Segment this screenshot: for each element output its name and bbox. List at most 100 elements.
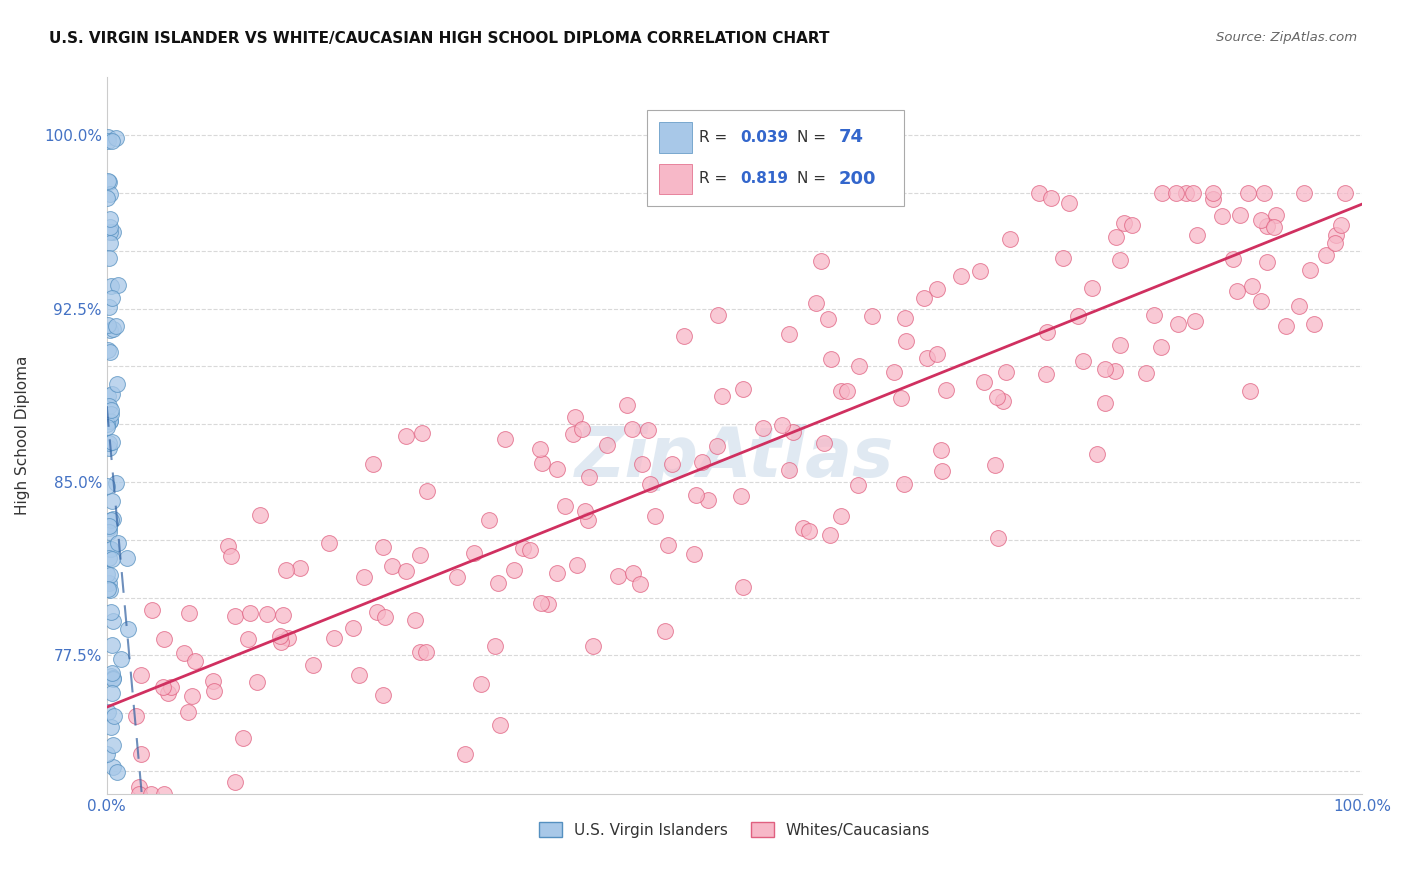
Point xyxy=(98,541,121,556)
Point xyxy=(101,322,124,336)
Point xyxy=(101,760,124,774)
Point xyxy=(640,477,662,491)
Point xyxy=(103,708,125,723)
Point xyxy=(711,389,734,403)
Point xyxy=(1226,284,1249,298)
Point xyxy=(128,780,150,794)
Point xyxy=(1324,235,1347,250)
Point xyxy=(232,731,254,745)
Point xyxy=(912,292,935,306)
Point xyxy=(98,219,121,234)
Point xyxy=(129,747,152,761)
Point xyxy=(1324,228,1347,243)
Point xyxy=(322,632,344,646)
Point xyxy=(893,477,915,491)
Point xyxy=(1299,263,1322,277)
Point xyxy=(100,541,122,556)
Point xyxy=(917,351,939,365)
Point xyxy=(96,417,118,432)
Point xyxy=(1028,186,1050,200)
Point xyxy=(1143,308,1166,322)
Point xyxy=(1202,192,1225,206)
Point xyxy=(105,475,128,490)
Point xyxy=(1135,367,1157,381)
Point xyxy=(890,391,912,405)
Point xyxy=(733,580,755,594)
Text: 74: 74 xyxy=(838,128,863,146)
Point xyxy=(97,130,120,145)
Point xyxy=(409,548,432,562)
Point xyxy=(1265,208,1288,222)
Point xyxy=(973,376,995,390)
Point xyxy=(1150,340,1173,354)
Point xyxy=(564,410,586,425)
Point xyxy=(97,343,120,357)
Point xyxy=(817,312,839,326)
Point xyxy=(837,384,859,398)
Point xyxy=(98,186,121,201)
Point xyxy=(463,546,485,560)
Point xyxy=(537,597,560,611)
Point xyxy=(1109,252,1132,267)
Point xyxy=(519,543,541,558)
Point xyxy=(546,566,568,580)
FancyBboxPatch shape xyxy=(647,110,904,206)
Point xyxy=(644,509,666,524)
Point xyxy=(810,253,832,268)
Point xyxy=(100,434,122,449)
Point xyxy=(488,717,510,731)
Point xyxy=(141,603,163,617)
Point xyxy=(925,282,948,296)
Point xyxy=(1303,317,1326,331)
Point xyxy=(1315,248,1337,262)
Point xyxy=(100,605,122,619)
Point xyxy=(595,437,617,451)
Text: 200: 200 xyxy=(838,169,876,187)
Point xyxy=(98,414,121,428)
Point xyxy=(562,426,585,441)
Point xyxy=(1167,318,1189,332)
Point xyxy=(271,607,294,622)
Point xyxy=(846,477,869,491)
Point xyxy=(935,383,957,397)
Point xyxy=(484,639,506,653)
Point xyxy=(925,347,948,361)
Point xyxy=(778,462,800,476)
Point xyxy=(565,558,588,572)
Point xyxy=(571,422,593,436)
Point xyxy=(107,536,129,550)
Point xyxy=(98,344,121,359)
Point xyxy=(371,541,394,555)
Point xyxy=(371,689,394,703)
Point xyxy=(1080,281,1102,295)
Point xyxy=(97,318,120,333)
Point xyxy=(129,667,152,681)
Point xyxy=(101,671,124,685)
Point xyxy=(404,613,426,627)
Point xyxy=(100,686,122,700)
Point xyxy=(156,685,179,699)
Text: Source: ZipAtlas.com: Source: ZipAtlas.com xyxy=(1216,31,1357,45)
Point xyxy=(409,645,432,659)
Point xyxy=(152,680,174,694)
Point xyxy=(1263,220,1285,235)
Point xyxy=(1094,361,1116,376)
Point xyxy=(153,787,176,801)
Point xyxy=(103,225,125,239)
Point xyxy=(105,764,128,779)
Text: 0.039: 0.039 xyxy=(741,130,789,145)
Point xyxy=(96,420,118,434)
Point xyxy=(1211,209,1233,223)
Point xyxy=(98,576,121,591)
Point xyxy=(752,421,775,435)
Point xyxy=(100,720,122,734)
Point xyxy=(96,479,118,493)
Point xyxy=(792,521,814,535)
Point xyxy=(949,268,972,283)
Point xyxy=(395,428,418,442)
Point xyxy=(1150,186,1173,200)
Point xyxy=(1250,213,1272,227)
Text: R =: R = xyxy=(699,130,733,145)
Point xyxy=(582,640,605,654)
Point xyxy=(180,689,202,703)
